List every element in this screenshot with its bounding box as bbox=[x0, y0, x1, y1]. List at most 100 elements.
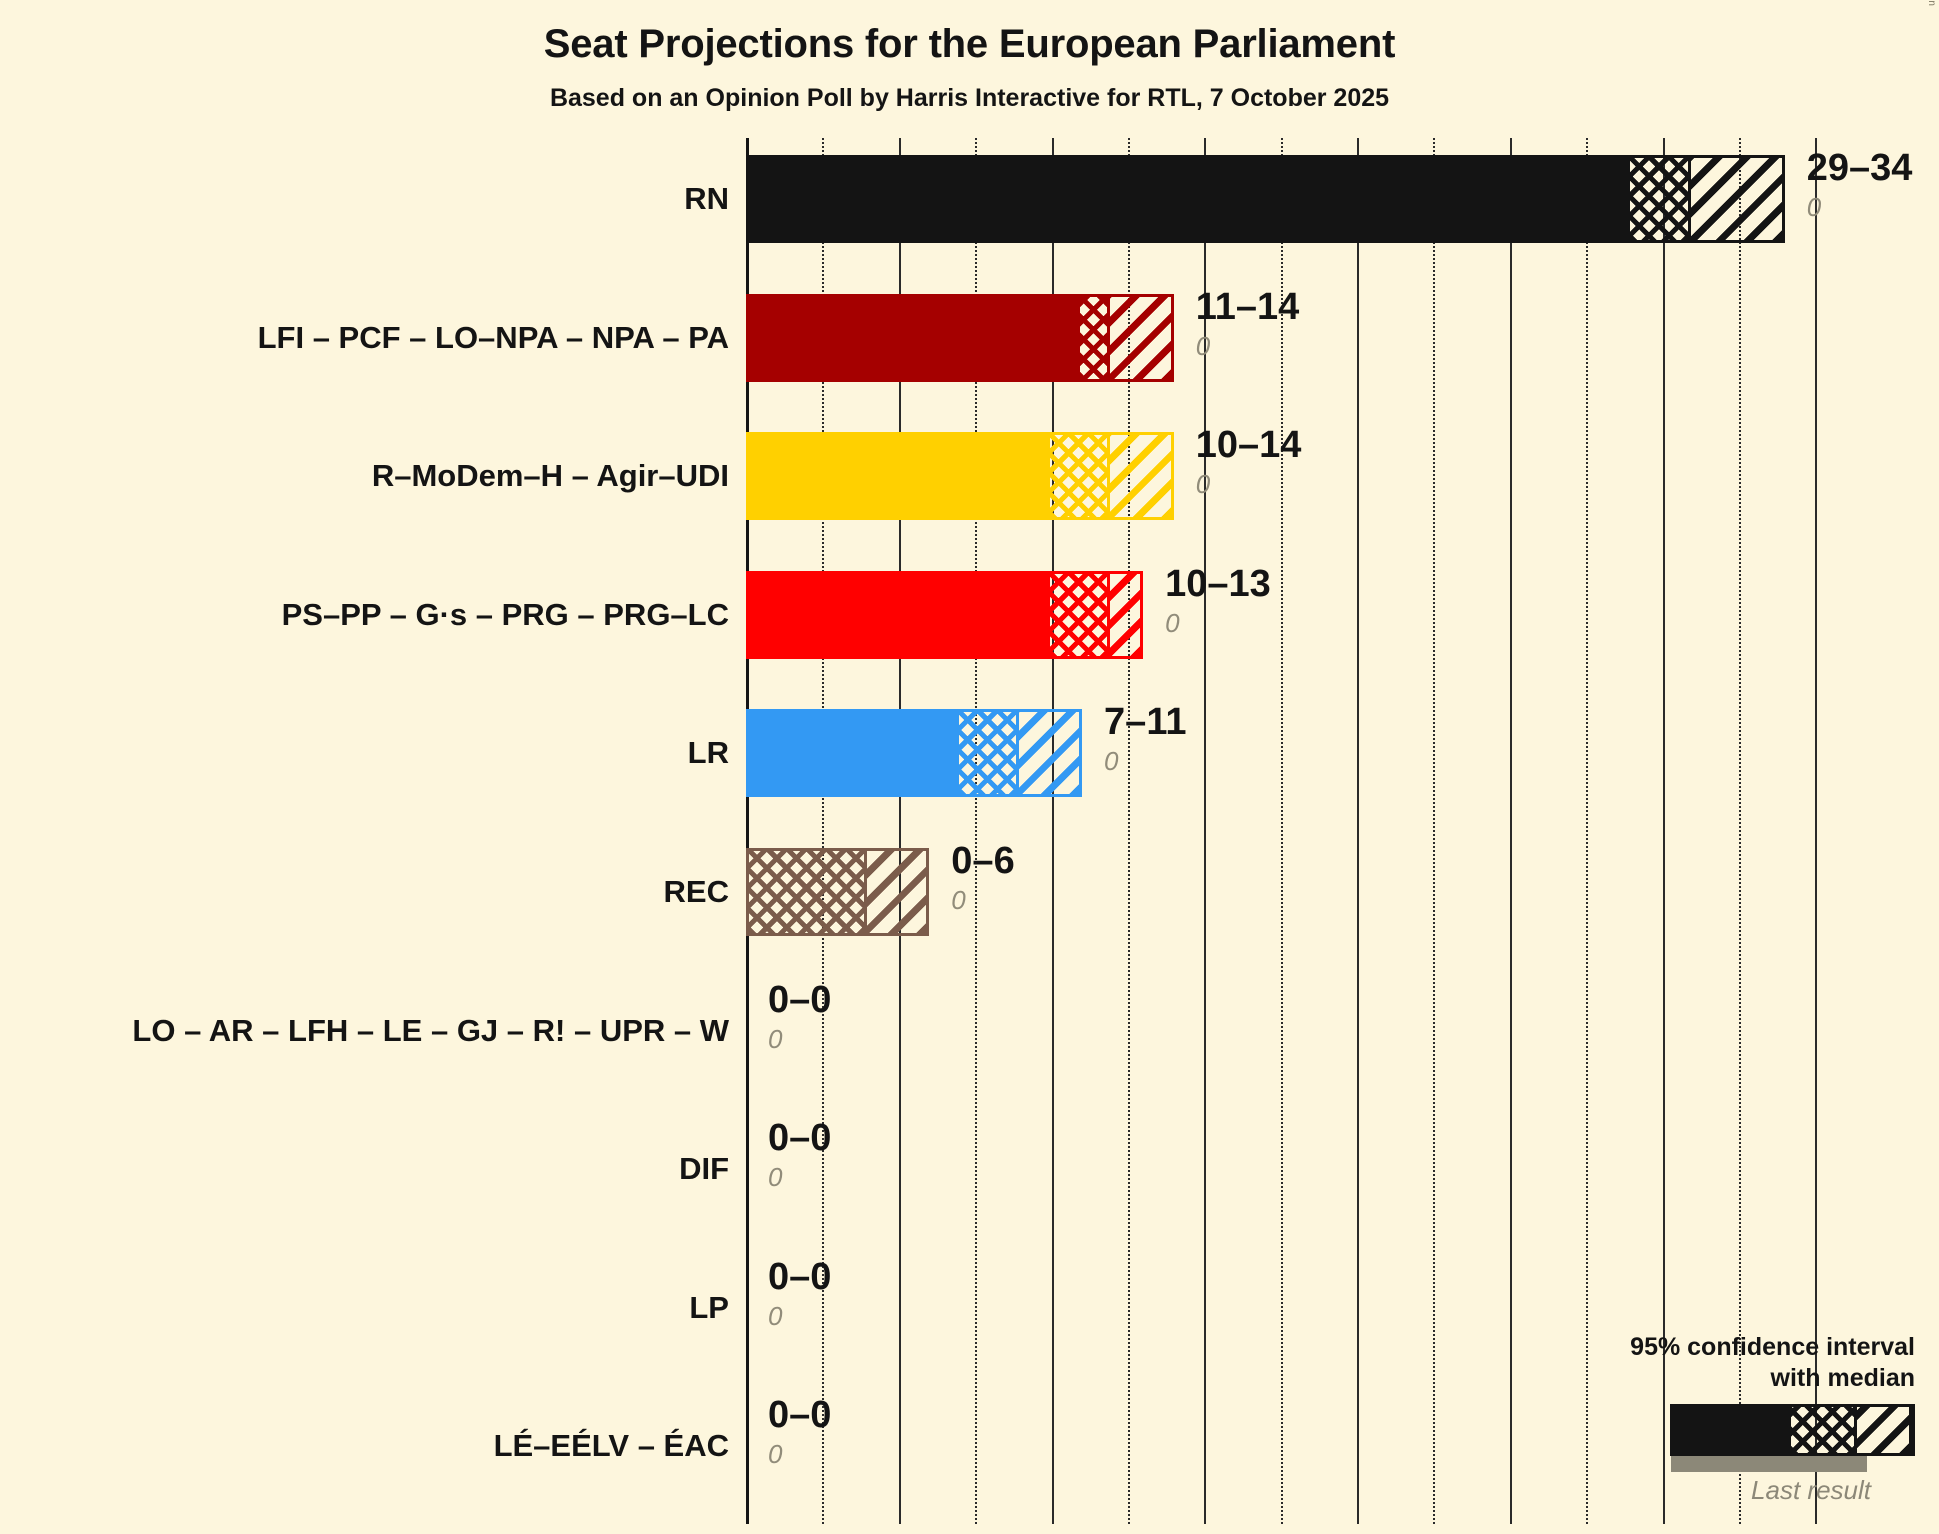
row-label-10: LÉ–EÉLV – ÉAC bbox=[493, 1428, 729, 1464]
value-label-group: 7–11 0 bbox=[1104, 698, 1186, 776]
value-last-result: 0 bbox=[1165, 607, 1180, 638]
row-label-9: LP bbox=[689, 1289, 729, 1325]
gridline-major bbox=[1662, 138, 1665, 1524]
value-last-result: 0 bbox=[1195, 469, 1211, 500]
legend: 95% confidence interval with median Last… bbox=[1615, 1332, 1915, 1508]
value-last-result: 0 bbox=[1104, 746, 1119, 777]
value-label-group: 0–0 0 bbox=[768, 1391, 831, 1469]
legend-segment-crosshatch bbox=[1791, 1407, 1857, 1453]
chart-row: LR 7–11 0 bbox=[0, 692, 1939, 814]
legend-last-result-label: Last result bbox=[1751, 1475, 1871, 1505]
bar-segment-crosshatch bbox=[749, 851, 868, 933]
legend-ci-line2: with median bbox=[1770, 1364, 1915, 1392]
bar-segment-solid bbox=[749, 712, 959, 795]
bar-segment-crosshatch bbox=[1050, 435, 1111, 518]
chart-row: RN 29–34 0 bbox=[0, 138, 1939, 260]
value-label-group: 10–14 0 bbox=[1196, 421, 1302, 499]
value-range: 10–13 bbox=[1165, 562, 1271, 605]
value-last-result: 0 bbox=[1195, 330, 1211, 361]
gridline-minor bbox=[1433, 138, 1436, 1524]
legend-ci-label: 95% confidence interval with median bbox=[1615, 1332, 1915, 1394]
value-range: 11–14 bbox=[1195, 285, 1300, 328]
bar-segment-solid bbox=[749, 158, 1630, 240]
bar-segment-crosshatch bbox=[1049, 573, 1111, 656]
bar-3 bbox=[746, 432, 1174, 521]
value-range: 0–0 bbox=[768, 1394, 832, 1437]
bar-segment-crosshatch bbox=[959, 712, 1020, 795]
chart-row: LÉ–EÉLV – ÉAC 0–0 0 bbox=[0, 1385, 1939, 1507]
bar-1 bbox=[746, 155, 1785, 243]
value-label-group: 11–14 0 bbox=[1196, 283, 1300, 361]
value-range: 29–34 bbox=[1806, 147, 1913, 189]
legend-last-result-bar bbox=[1671, 1456, 1867, 1472]
chart-row: DIF 0–0 0 bbox=[0, 1108, 1939, 1230]
value-label-group: 0–6 0 bbox=[951, 837, 1014, 915]
value-range: 0–0 bbox=[768, 1117, 832, 1160]
row-label-2: LFI – PCF – LO–NPA – NPA – PA bbox=[257, 319, 729, 355]
legend-ci-line1: 95% confidence interval bbox=[1630, 1333, 1915, 1361]
value-label-group: 0–0 0 bbox=[768, 1253, 831, 1331]
bar-segment-diagonal bbox=[1019, 712, 1080, 795]
gridline-major bbox=[1051, 138, 1054, 1524]
bar-segment-crosshatch bbox=[1080, 296, 1111, 379]
chart-row: LFI – PCF – LO–NPA – NPA – PA 11–14 0 bbox=[0, 277, 1939, 399]
gridline-minor bbox=[1127, 138, 1130, 1524]
gridline-minor bbox=[1738, 138, 1741, 1524]
bar-4 bbox=[746, 570, 1144, 659]
value-last-result: 0 bbox=[768, 1023, 783, 1054]
bar-segment-diagonal bbox=[1110, 573, 1141, 656]
bar-segment-solid bbox=[749, 435, 1051, 518]
gridline-major bbox=[1509, 138, 1512, 1524]
gridline-minor bbox=[1586, 138, 1589, 1524]
gridline-major bbox=[1204, 138, 1207, 1524]
value-last-result: 0 bbox=[768, 1162, 783, 1193]
value-range: 10–14 bbox=[1195, 424, 1302, 467]
chart-row: R–MoDem–H – Agir–UDI 10–14 0 bbox=[0, 415, 1939, 537]
value-last-result: 0 bbox=[768, 1439, 783, 1470]
bar-segment-solid bbox=[749, 296, 1081, 379]
chart-row: LP 0–0 0 bbox=[0, 1247, 1939, 1369]
legend-sample-bar bbox=[1670, 1404, 1915, 1456]
value-label-group: 0–0 0 bbox=[768, 976, 831, 1054]
gridline-minor bbox=[1280, 138, 1283, 1524]
chart-row: LO – AR – LFH – LE – GJ – R! – UPR – W 0–… bbox=[0, 970, 1939, 1092]
row-label-5: LR bbox=[687, 735, 729, 771]
bar-segment-diagonal bbox=[867, 851, 927, 933]
value-range: 7–11 bbox=[1104, 701, 1187, 744]
gridline-minor bbox=[822, 138, 825, 1524]
legend-segment-solid bbox=[1673, 1407, 1791, 1453]
bar-segment-diagonal bbox=[1110, 296, 1171, 379]
bar-6 bbox=[746, 848, 930, 936]
bar-5 bbox=[746, 709, 1083, 798]
chart-subtitle: Based on an Opinion Poll by Harris Inter… bbox=[549, 84, 1390, 112]
chart-row: REC 0–6 0 bbox=[0, 831, 1939, 953]
value-range: 0–0 bbox=[768, 978, 832, 1021]
gridline-major bbox=[898, 138, 901, 1524]
value-label-group: 0–0 0 bbox=[768, 1114, 831, 1192]
bar-segment-crosshatch bbox=[1629, 158, 1691, 240]
page-title: Seat Projections for the European Parlia… bbox=[543, 22, 1396, 66]
row-label-7: LO – AR – LFH – LE – GJ – R! – UPR – W bbox=[132, 1012, 729, 1048]
row-label-8: DIF bbox=[679, 1151, 729, 1187]
value-last-result: 0 bbox=[768, 1300, 783, 1331]
value-label-group: 29–34 0 bbox=[1807, 144, 1913, 222]
gridline-major bbox=[1815, 138, 1818, 1524]
value-last-result: 0 bbox=[951, 885, 966, 915]
bar-segment-diagonal bbox=[1110, 435, 1171, 518]
chart-row: PS–PP – G·s – PRG – PRG–LC 10–13 0 bbox=[0, 554, 1939, 676]
row-label-1: RN bbox=[684, 181, 729, 216]
value-range: 0–6 bbox=[951, 840, 1015, 882]
value-range: 0–0 bbox=[768, 1255, 832, 1298]
bar-2 bbox=[746, 293, 1174, 382]
row-label-6: REC bbox=[663, 874, 729, 909]
row-label-3: R–MoDem–H – Agir–UDI bbox=[371, 458, 729, 494]
gridline-major bbox=[1357, 138, 1359, 1524]
value-label-group: 10–13 0 bbox=[1165, 560, 1271, 638]
gridline-minor bbox=[975, 138, 978, 1524]
y-axis-line bbox=[746, 138, 749, 1524]
row-label-4: PS–PP – G·s – PRG – PRG–LC bbox=[281, 596, 729, 632]
value-last-result: 0 bbox=[1806, 192, 1822, 222]
bar-segment-solid bbox=[749, 573, 1050, 656]
legend-segment-diagonal bbox=[1857, 1407, 1912, 1453]
